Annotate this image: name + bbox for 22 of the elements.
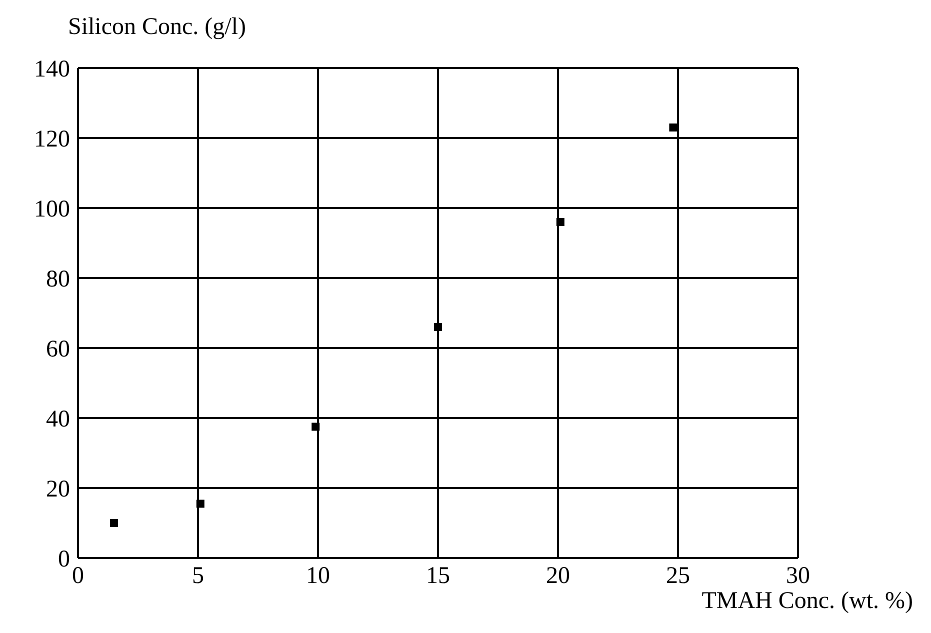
y-tick-label: 120 — [34, 126, 70, 153]
y-axis-title: Silicon Conc. (g/l) — [68, 14, 246, 41]
point — [196, 500, 204, 508]
point — [556, 218, 564, 226]
y-tick-label: 40 — [46, 406, 70, 433]
y-tick-label: 20 — [46, 476, 70, 503]
y-tick-label: 140 — [34, 56, 70, 83]
point — [110, 519, 118, 527]
point — [434, 323, 442, 331]
y-tick-label: 0 — [58, 546, 70, 573]
x-tick-label: 20 — [546, 563, 570, 590]
x-tick-label: 10 — [306, 563, 330, 590]
x-tick-label: 30 — [786, 563, 810, 590]
point — [669, 124, 678, 132]
point — [312, 422, 320, 431]
x-tick-label: 5 — [192, 563, 204, 590]
y-tick-label: 60 — [46, 336, 70, 363]
x-tick-label: 15 — [426, 563, 450, 590]
x-tick-label: 25 — [666, 563, 690, 590]
x-axis-title: TMAH Conc. (wt. %) — [702, 588, 913, 615]
y-tick-label: 100 — [34, 196, 70, 223]
y-tick-label: 80 — [46, 266, 70, 293]
